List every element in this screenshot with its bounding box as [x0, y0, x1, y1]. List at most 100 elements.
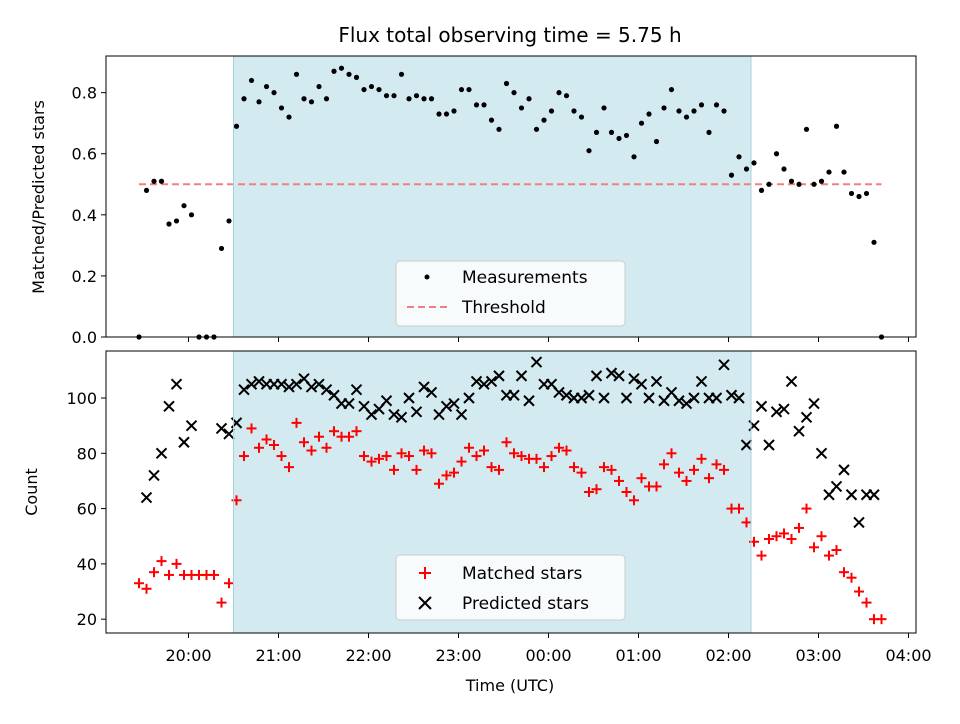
matched-star-point [561, 445, 572, 456]
measurement-point [361, 86, 367, 93]
predicted-star-point [815, 447, 828, 460]
predicted-star-point [463, 392, 475, 404]
measurement-point [788, 178, 795, 184]
measurement-point [526, 96, 532, 102]
ratio-y-axis-label: Matched/Predicted stars [29, 100, 48, 294]
matched-star-point [824, 550, 834, 561]
predicted-star-point [673, 395, 685, 407]
predicted-star-point [238, 383, 250, 396]
predicted-star-point [740, 439, 753, 451]
predicted-star-point [320, 383, 333, 396]
matched-star-point [606, 464, 617, 475]
matched-star-point [756, 550, 767, 561]
count-y-axis-label: Count [22, 468, 41, 516]
matched-star-point [134, 578, 144, 589]
matched-star-point [801, 503, 812, 514]
matched-star-point [351, 426, 362, 437]
predicted-star-point [313, 378, 325, 390]
matched-star-point [509, 448, 519, 459]
predicted-star-point [688, 392, 700, 404]
predicted-star-point [350, 383, 363, 396]
measurement-point [406, 96, 412, 102]
predicted-star-point [515, 370, 528, 382]
measurement-point [668, 86, 675, 93]
measurement-point [376, 86, 382, 93]
measurement-point [338, 65, 345, 71]
measurement-point [833, 123, 840, 129]
matched-star-point [546, 451, 557, 462]
measurement-point [421, 96, 427, 102]
matched-star-point [299, 437, 309, 448]
predicted-star-point [448, 397, 460, 410]
measurement-point [811, 181, 817, 187]
matched-star-point [816, 531, 827, 542]
measurement-point [181, 203, 187, 209]
measurement-point [871, 239, 877, 245]
predicted-star-point [710, 392, 723, 404]
y-tick-label: 60 [77, 500, 97, 519]
predicted-star-point [785, 375, 798, 388]
matched-star-point [216, 597, 227, 608]
predicted-star-point [290, 378, 303, 390]
measurement-point [736, 154, 742, 160]
measurement-point [848, 190, 855, 197]
measurement-point [683, 114, 690, 120]
predicted-star-point [425, 386, 438, 399]
measurement-point [773, 151, 780, 157]
matched-star-point [666, 448, 677, 459]
matched-star-point [471, 451, 482, 462]
measurement-point [428, 96, 435, 102]
matched-star-point [464, 442, 474, 453]
predicted-star-point [643, 392, 655, 404]
measurement-point [263, 83, 270, 90]
matched-star-point [689, 464, 699, 475]
x-tick-label: 03:00 [795, 646, 841, 665]
predicted-star-point [380, 395, 393, 407]
measurement-point [691, 108, 697, 114]
matched-star-point [344, 431, 354, 442]
matched-star-point [876, 614, 887, 625]
matched-star-point [411, 464, 422, 475]
predicted-star-point [800, 411, 813, 424]
matched-star-point [141, 583, 152, 594]
measurement-point [413, 93, 420, 99]
matched-star-point [674, 467, 684, 478]
matched-star-point [441, 470, 452, 481]
measurement-point [781, 166, 787, 172]
measurement-point [301, 96, 307, 102]
predicted-star-point [155, 447, 168, 460]
count-legend-box [395, 554, 626, 621]
predicted-star-point [583, 389, 595, 401]
matched-star-point [831, 545, 842, 556]
predicted-star-point [763, 439, 775, 451]
matched-star-point [621, 487, 632, 497]
predicted-star-point [388, 408, 400, 421]
count-legend: Matched stars Predicted stars [395, 554, 626, 621]
matched-star-point [449, 467, 459, 478]
predicted-star-point [793, 425, 805, 437]
measurement-point [511, 90, 517, 96]
matched-star-point [809, 542, 819, 553]
matched-star-point [531, 453, 542, 464]
measurement-point [728, 172, 735, 178]
predicted-star-point [718, 359, 730, 371]
ratio-panel: 0.0 0.2 0.4 0.6 0.8 Flux total observing tim… [29, 23, 909, 347]
measurement-point [796, 181, 802, 187]
measurements-legend-marker [424, 274, 430, 280]
predicted-star-point [395, 411, 408, 424]
matched-star-point [696, 453, 707, 464]
measurement-point [323, 96, 330, 102]
predicted-star-point [590, 370, 603, 382]
measurement-point [248, 77, 255, 84]
predicted-star-point [410, 406, 423, 418]
matched-star-point [584, 487, 594, 497]
matched-star-point [846, 572, 857, 583]
measurement-point [863, 190, 870, 197]
measurement-point [353, 74, 360, 80]
matched-star-point [659, 459, 669, 470]
measurement-point [653, 138, 660, 145]
predicted-star-point [628, 372, 640, 385]
measurement-point [271, 90, 277, 96]
predicted-star-point [695, 375, 708, 388]
predicted-star-point [830, 480, 843, 493]
